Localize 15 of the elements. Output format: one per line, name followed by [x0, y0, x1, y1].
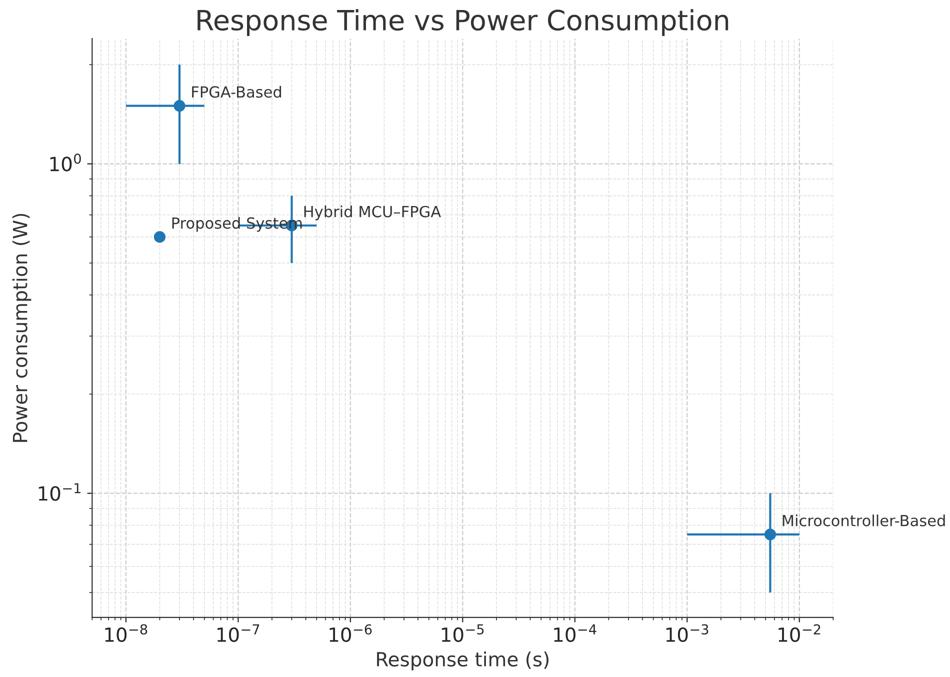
x-axis-title: Response time (s): [377, 652, 548, 670]
y-axis-title: Power consumption (W): [12, 214, 32, 442]
annotation: FPGA-Based: [192, 86, 282, 98]
y-tick-label: 10$^{0}$: [50, 154, 81, 172]
x-tick-label: 10$^{−6}$: [330, 624, 372, 642]
y-tick-label: 10$^{−1}$: [38, 483, 80, 501]
x-tick-label: 10$^{−5}$: [442, 624, 484, 642]
x-tick-label: 10$^{−7}$: [217, 624, 260, 642]
x-tick-label: 10$^{−8}$: [105, 624, 148, 642]
x-tick-label: 10$^{−4}$: [554, 624, 596, 642]
annotation: Microcontroller-Based: [782, 514, 945, 526]
chart-title: Response Time vs Power Consumption: [198, 9, 728, 36]
annotation: Hybrid MCU–FPGA: [304, 206, 441, 220]
x-tick-label: 10$^{−3}$: [666, 624, 708, 642]
x-tick-label: 10$^{−2}$: [778, 624, 820, 642]
